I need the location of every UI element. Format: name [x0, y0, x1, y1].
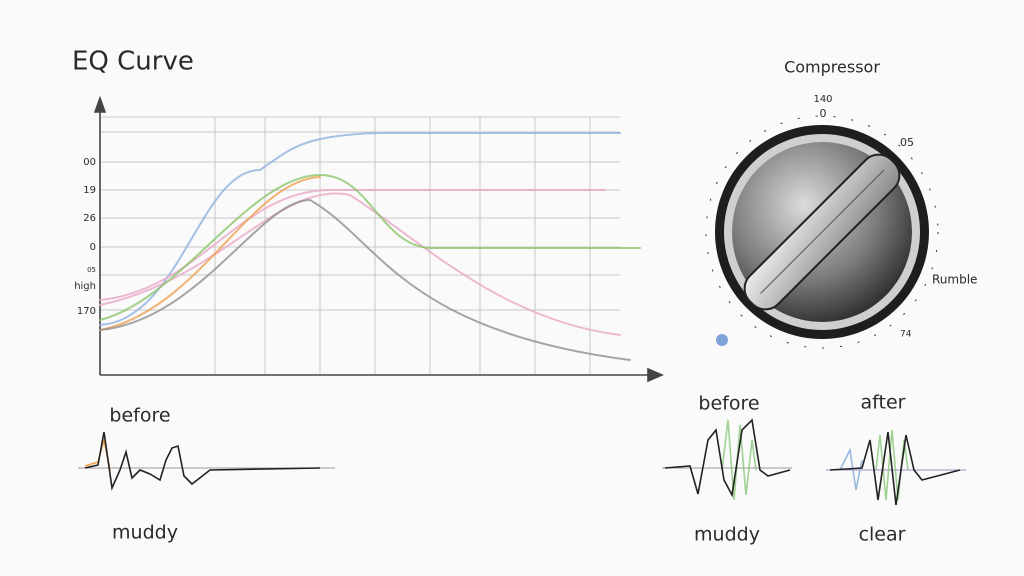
- dial-label: 74: [900, 330, 912, 340]
- waveform: [721, 419, 757, 501]
- label: before: [698, 393, 759, 415]
- eq-curves: [99, 132, 641, 361]
- dial-label: 0: [820, 107, 827, 120]
- dial-label: 05: [900, 136, 914, 149]
- y-label: 0: [90, 242, 96, 253]
- y-label: 170: [77, 306, 96, 317]
- waveform: [839, 447, 863, 491]
- y-label: 05: [87, 266, 96, 274]
- curve: [99, 132, 621, 326]
- label: before: [109, 405, 170, 427]
- knob: [705, 115, 939, 349]
- y-label: 19: [83, 185, 96, 196]
- curve: [99, 176, 321, 331]
- waveform: [84, 431, 321, 491]
- grid: [100, 116, 620, 375]
- curve: [99, 173, 641, 321]
- label: muddy: [694, 524, 760, 546]
- label: clear: [859, 524, 906, 546]
- axes: [93, 95, 665, 383]
- curve: [99, 189, 606, 301]
- waveform: [664, 418, 791, 498]
- dial-label: 140: [813, 94, 832, 105]
- curve: [99, 192, 621, 336]
- curve: [99, 198, 631, 361]
- y-labels: 00 19 26 0 05 high 170: [74, 157, 96, 317]
- waveform: [875, 429, 909, 501]
- y-label: 00: [83, 157, 96, 168]
- eq-title: EQ Curve: [72, 47, 194, 77]
- dial-label: Rumble: [932, 273, 977, 287]
- compressor-title: Compressor: [784, 58, 880, 77]
- y-label: high: [74, 281, 96, 292]
- y-label: 26: [83, 213, 96, 224]
- label: muddy: [112, 522, 178, 544]
- waveform: [829, 431, 961, 506]
- label: after: [861, 392, 906, 414]
